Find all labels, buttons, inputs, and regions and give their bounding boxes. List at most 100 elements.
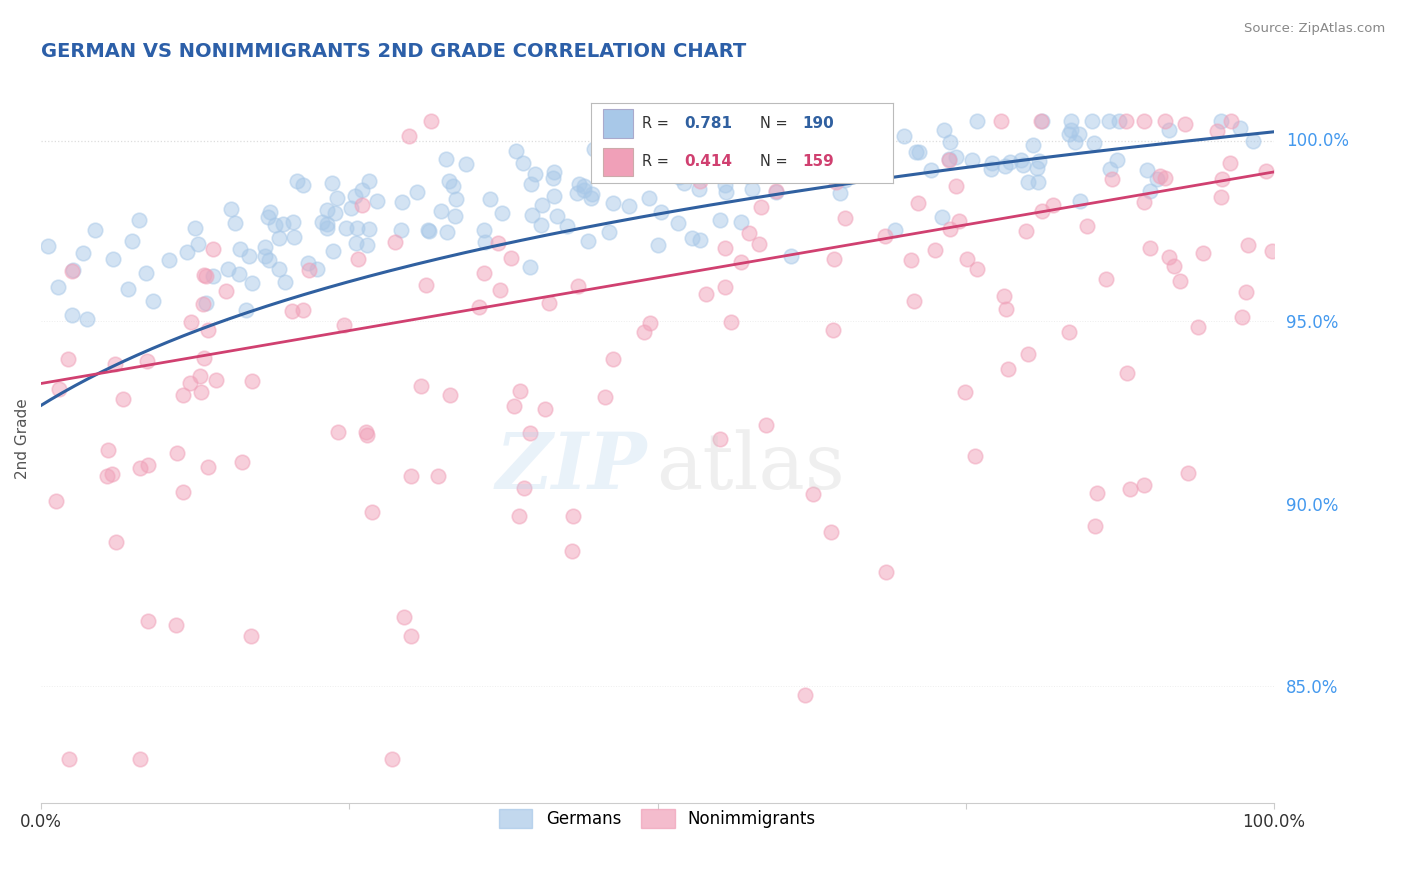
Point bbox=[219, 202, 242, 217]
Point bbox=[1187, 319, 1209, 334]
Point bbox=[574, 178, 596, 193]
Point bbox=[994, 302, 1017, 317]
Point bbox=[623, 143, 645, 157]
Text: N =: N = bbox=[759, 116, 792, 131]
Point bbox=[709, 432, 731, 446]
Point bbox=[429, 204, 451, 219]
Point bbox=[166, 446, 188, 460]
Point bbox=[176, 245, 198, 260]
Point bbox=[759, 153, 782, 168]
Point bbox=[142, 294, 165, 309]
Point bbox=[1254, 164, 1277, 178]
Point bbox=[117, 283, 139, 297]
Point bbox=[1017, 175, 1039, 189]
Point bbox=[229, 242, 252, 256]
Point bbox=[801, 487, 824, 501]
Point bbox=[825, 167, 848, 181]
Point bbox=[561, 509, 583, 524]
Point bbox=[197, 323, 219, 337]
Point bbox=[269, 231, 291, 245]
Point bbox=[720, 315, 742, 329]
Point bbox=[530, 219, 553, 233]
Point bbox=[253, 239, 276, 253]
Point bbox=[472, 266, 495, 280]
Point bbox=[443, 210, 465, 224]
Point bbox=[997, 361, 1019, 376]
Point bbox=[1261, 244, 1284, 259]
Y-axis label: 2nd Grade: 2nd Grade bbox=[15, 398, 30, 479]
Point bbox=[1028, 154, 1050, 169]
Point bbox=[920, 163, 942, 178]
Point bbox=[238, 249, 260, 263]
Point bbox=[509, 384, 531, 398]
Point bbox=[1069, 194, 1091, 208]
Point bbox=[1133, 113, 1156, 128]
Point bbox=[1163, 259, 1185, 273]
Point bbox=[381, 752, 404, 766]
Point bbox=[765, 165, 787, 179]
Point bbox=[1229, 121, 1251, 136]
Point bbox=[271, 217, 294, 231]
Point bbox=[468, 300, 491, 314]
Point bbox=[754, 418, 776, 433]
Point bbox=[567, 278, 589, 293]
Text: 190: 190 bbox=[801, 116, 834, 131]
Point bbox=[841, 115, 863, 129]
Point bbox=[101, 467, 124, 481]
Point bbox=[1168, 274, 1191, 288]
Text: ZIP: ZIP bbox=[495, 429, 647, 506]
Point bbox=[1031, 113, 1053, 128]
Point bbox=[292, 303, 315, 318]
Point bbox=[1022, 137, 1045, 152]
Point bbox=[1042, 198, 1064, 212]
Point bbox=[1060, 123, 1083, 137]
Point bbox=[354, 425, 377, 439]
Point bbox=[689, 233, 711, 247]
Point bbox=[1211, 190, 1233, 204]
Text: 0.781: 0.781 bbox=[685, 116, 733, 131]
Point bbox=[217, 262, 239, 277]
Point bbox=[439, 388, 461, 402]
Point bbox=[58, 752, 80, 766]
Point bbox=[48, 280, 70, 294]
Point bbox=[157, 253, 180, 268]
Point bbox=[638, 317, 661, 331]
Point bbox=[193, 351, 215, 365]
Point bbox=[794, 688, 817, 702]
Point bbox=[581, 187, 603, 202]
Point bbox=[825, 175, 848, 189]
Point bbox=[228, 267, 250, 281]
Point bbox=[195, 268, 218, 283]
Point bbox=[1097, 113, 1119, 128]
Point bbox=[239, 629, 262, 643]
Point bbox=[1031, 204, 1053, 219]
Point bbox=[574, 183, 596, 197]
Point bbox=[83, 223, 105, 237]
Point bbox=[519, 260, 541, 274]
Point bbox=[815, 147, 838, 161]
Point bbox=[820, 524, 842, 539]
Point bbox=[602, 351, 624, 366]
Point bbox=[235, 303, 257, 318]
Point bbox=[325, 191, 347, 205]
Point bbox=[508, 508, 530, 523]
Point bbox=[391, 195, 413, 210]
Point bbox=[1095, 272, 1118, 286]
Point bbox=[730, 255, 752, 269]
Point bbox=[1057, 325, 1080, 339]
Point bbox=[416, 222, 439, 236]
Point bbox=[259, 252, 281, 267]
Point bbox=[731, 156, 754, 170]
Point bbox=[668, 170, 690, 185]
Point bbox=[172, 484, 194, 499]
Point bbox=[873, 229, 896, 244]
Point bbox=[541, 171, 564, 186]
Point bbox=[240, 374, 263, 388]
Point bbox=[1108, 113, 1130, 128]
Point bbox=[893, 128, 915, 143]
Point bbox=[773, 120, 796, 135]
Point bbox=[195, 296, 218, 310]
Point bbox=[434, 152, 457, 166]
Point bbox=[321, 176, 343, 190]
Point bbox=[633, 325, 655, 339]
